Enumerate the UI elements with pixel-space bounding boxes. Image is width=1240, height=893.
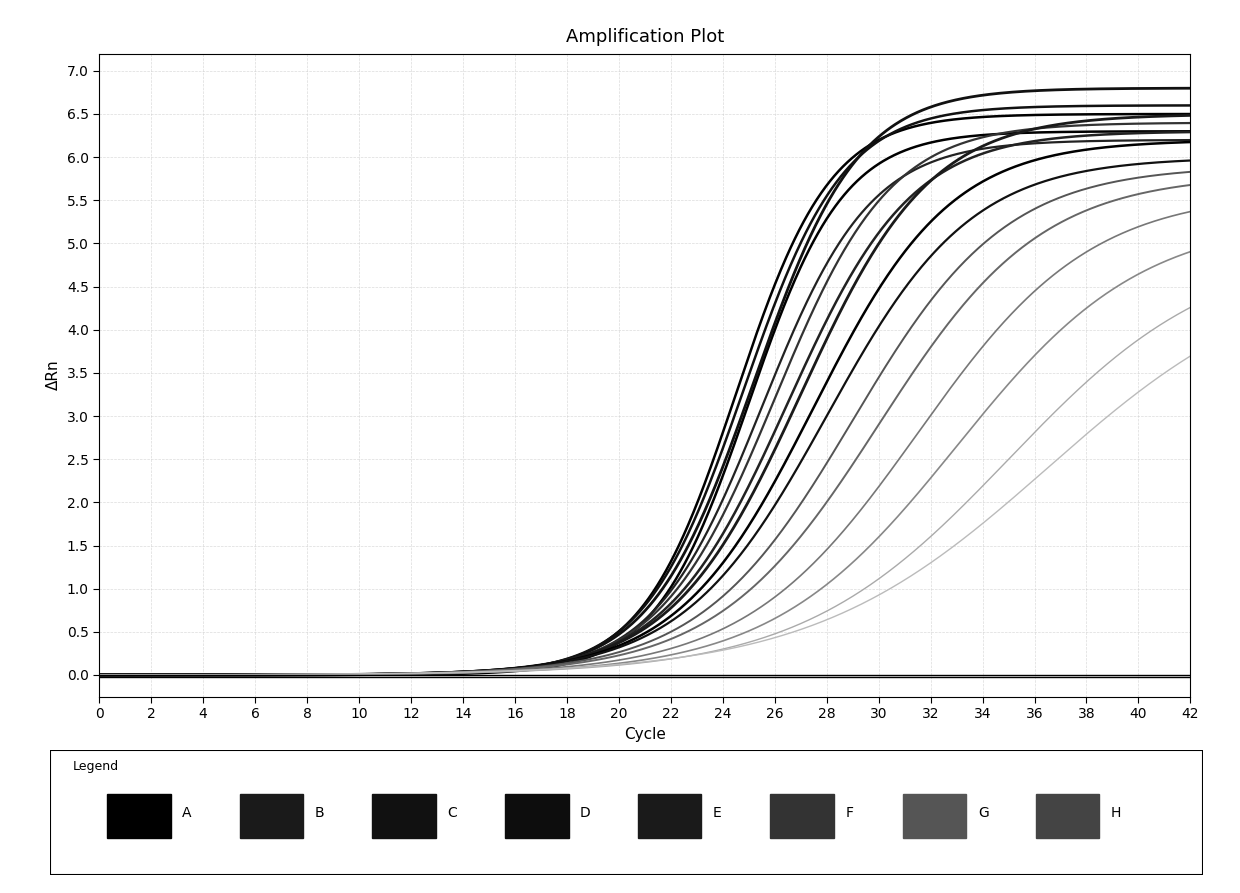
Title: Amplification Plot: Amplification Plot xyxy=(565,29,724,46)
Bar xyxy=(505,794,569,838)
Y-axis label: ΔRn: ΔRn xyxy=(46,360,61,390)
Text: F: F xyxy=(846,805,853,820)
Text: E: E xyxy=(713,805,722,820)
Bar xyxy=(50,750,1203,875)
Text: H: H xyxy=(1111,805,1121,820)
Bar xyxy=(239,794,304,838)
Bar xyxy=(770,794,833,838)
Text: B: B xyxy=(315,805,325,820)
Bar xyxy=(637,794,701,838)
Text: Legend: Legend xyxy=(73,760,119,773)
Text: C: C xyxy=(448,805,458,820)
Bar xyxy=(108,794,171,838)
Bar xyxy=(903,794,966,838)
X-axis label: Cycle: Cycle xyxy=(624,727,666,741)
Text: G: G xyxy=(978,805,988,820)
Text: D: D xyxy=(580,805,590,820)
Bar xyxy=(1035,794,1099,838)
Bar xyxy=(372,794,436,838)
Text: A: A xyxy=(182,805,192,820)
